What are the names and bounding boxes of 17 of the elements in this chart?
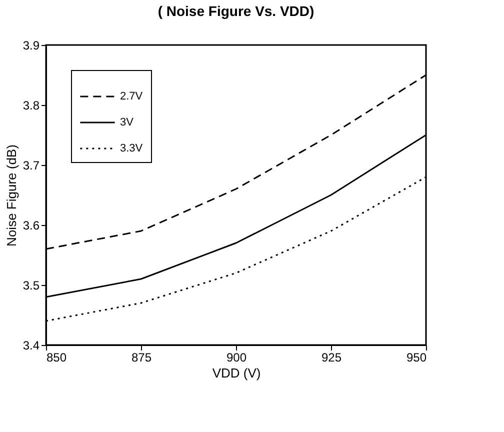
legend-label: 2.7V bbox=[120, 90, 144, 102]
x-tick-label: 925 bbox=[321, 350, 342, 364]
legend-label: 3V bbox=[120, 116, 134, 128]
x-tick-label: 950 bbox=[406, 350, 427, 364]
y-axis-title: Noise Figure (dB) bbox=[4, 144, 19, 246]
y-tick-label: 3.8 bbox=[22, 98, 40, 112]
x-tick-label: 875 bbox=[131, 350, 152, 364]
x-tick-label: 850 bbox=[46, 350, 67, 364]
x-axis-title: VDD (V) bbox=[212, 366, 261, 380]
y-tick-label: 3.9 bbox=[22, 38, 40, 52]
y-tick-label: 3.5 bbox=[22, 278, 40, 292]
x-tick-label: 900 bbox=[226, 350, 247, 364]
y-tick-label: 3.7 bbox=[22, 158, 40, 172]
y-tick-label: 3.4 bbox=[22, 338, 40, 352]
y-tick-label: 3.6 bbox=[22, 218, 40, 232]
legend-label: 3.3V bbox=[120, 142, 144, 154]
chart-title: ( Noise Figure Vs. VDD) bbox=[158, 3, 314, 19]
